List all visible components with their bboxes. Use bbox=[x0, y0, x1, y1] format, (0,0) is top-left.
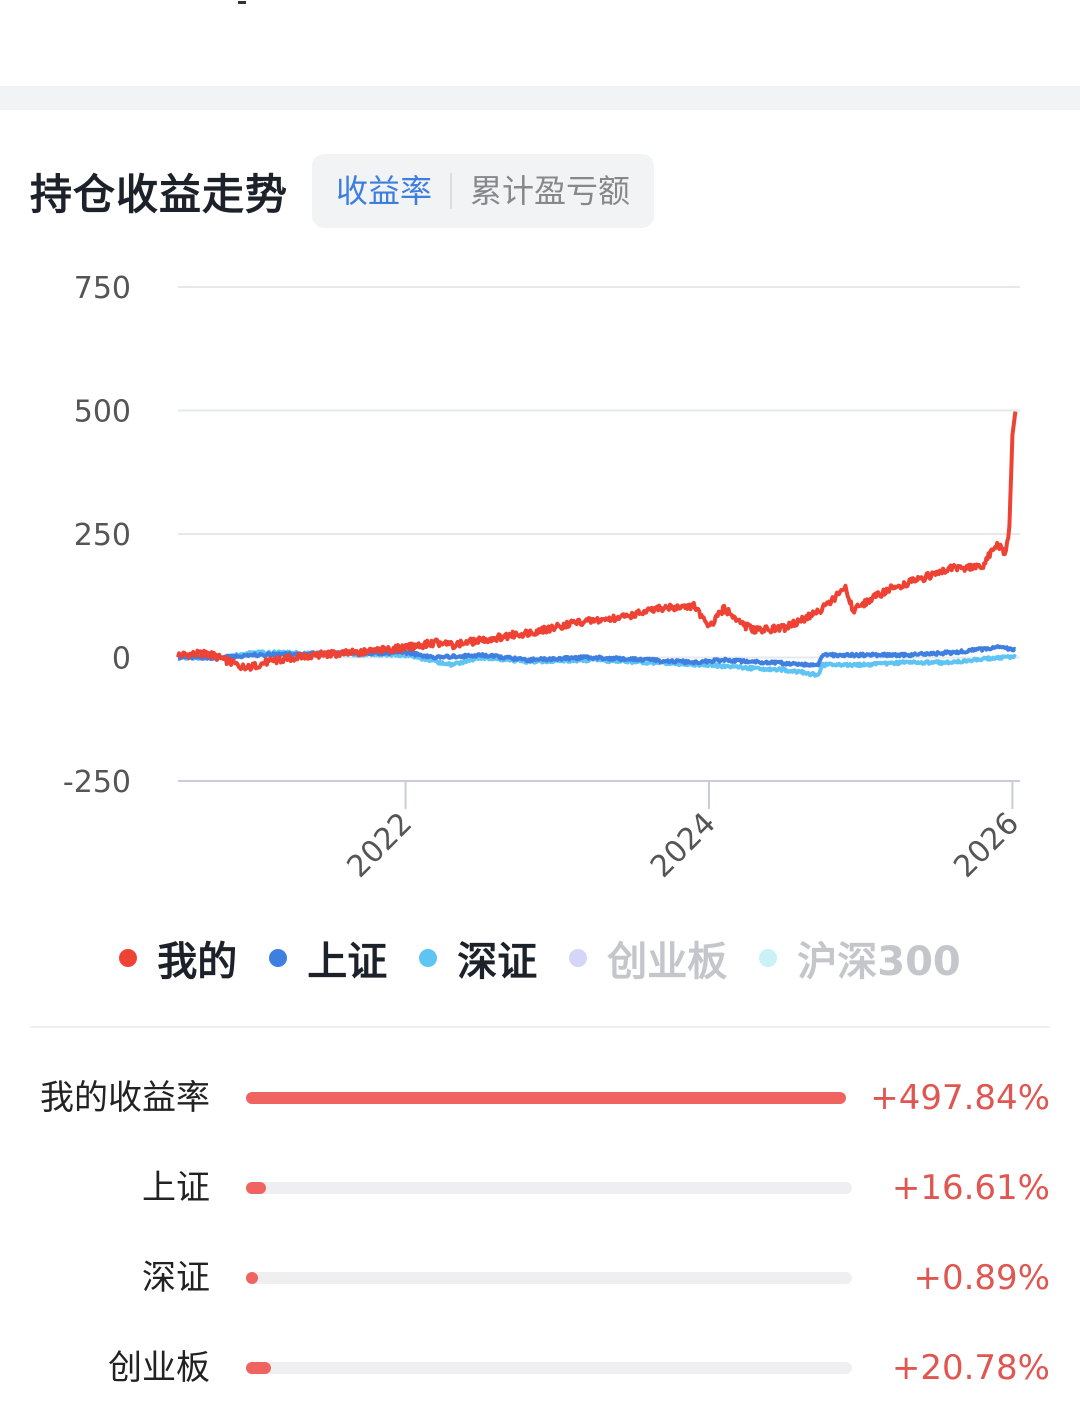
chart-svg: 750 500 250 0 -250 2022 2024 2026 bbox=[63, 271, 1026, 885]
return-bar-fill bbox=[246, 1182, 267, 1194]
return-row-shanghai: 上证 +16.61% bbox=[0, 1158, 1080, 1218]
return-row-shenzhen: 深证 +0.89% bbox=[0, 1248, 1080, 1308]
return-value: +16.61% bbox=[891, 1168, 1050, 1208]
legend-dot bbox=[569, 949, 588, 967]
return-bar-track bbox=[246, 1362, 852, 1374]
x-tick-label: 2024 bbox=[644, 806, 723, 885]
return-trend-chart: 750 500 250 0 -250 2022 2024 2026 bbox=[0, 240, 1080, 920]
toggle-separator bbox=[450, 173, 453, 209]
legend-item-mine[interactable]: 我的 bbox=[119, 929, 237, 987]
y-tick-label: 0 bbox=[112, 642, 131, 677]
legend-dot bbox=[269, 949, 288, 967]
return-bar-fill bbox=[246, 1272, 258, 1284]
section-header: 持仓收益走势 收益率 累计盈亏额 bbox=[30, 154, 655, 228]
legend-label: 上证 bbox=[307, 939, 388, 985]
return-label: 我的收益率 bbox=[40, 1078, 210, 1118]
legend-item-chinext[interactable]: 创业板 bbox=[569, 929, 727, 987]
legend-dot bbox=[119, 949, 138, 967]
legend-label: 我的 bbox=[157, 939, 238, 985]
return-row-chinext: 创业板 +20.78% bbox=[0, 1338, 1080, 1398]
y-tick-label: -250 bbox=[63, 765, 131, 800]
top-strip bbox=[0, 0, 1080, 86]
return-label: 深证 bbox=[142, 1258, 210, 1298]
chart-legend: 我的 上证 深证 创业板 沪深300 bbox=[0, 928, 1080, 988]
return-bar-fill bbox=[246, 1362, 272, 1374]
return-label: 上证 bbox=[142, 1168, 210, 1208]
legend-item-shanghai[interactable]: 上证 bbox=[269, 929, 387, 987]
return-value: +20.78% bbox=[891, 1348, 1050, 1388]
tab-cumulative-pnl[interactable]: 累计盈亏额 bbox=[470, 172, 631, 210]
return-value: +0.89% bbox=[913, 1258, 1051, 1298]
x-tick-label: 2022 bbox=[340, 806, 419, 885]
y-tick-label: 500 bbox=[74, 395, 131, 430]
series-line-我的 bbox=[176, 411, 1018, 672]
y-tick-label: 250 bbox=[74, 518, 131, 553]
return-bar-track bbox=[246, 1272, 852, 1284]
legend-item-csi300[interactable]: 沪深300 bbox=[759, 929, 961, 987]
return-bar-fill bbox=[246, 1092, 846, 1104]
return-label: 创业板 bbox=[108, 1348, 210, 1388]
metric-toggle: 收益率 累计盈亏额 bbox=[312, 154, 655, 228]
return-row-mine: 我的收益率 +497.84% bbox=[0, 1068, 1080, 1128]
legend-dot bbox=[419, 949, 438, 967]
section-title: 持仓收益走势 bbox=[30, 169, 289, 219]
return-value: +497.84% bbox=[870, 1078, 1050, 1118]
return-bar-track bbox=[246, 1182, 852, 1194]
divider-line bbox=[30, 1026, 1050, 1028]
x-tick-label: 2026 bbox=[947, 806, 1026, 885]
return-bar-track bbox=[246, 1092, 852, 1104]
legend-label: 创业板 bbox=[607, 939, 728, 985]
legend-label: 深证 bbox=[457, 939, 538, 985]
tab-return-rate[interactable]: 收益率 bbox=[336, 172, 433, 210]
section-divider bbox=[0, 86, 1080, 110]
legend-dot bbox=[759, 949, 778, 967]
clipped-text-fragment bbox=[238, 0, 246, 4]
legend-item-shenzhen[interactable]: 深证 bbox=[419, 929, 537, 987]
y-tick-label: 750 bbox=[74, 271, 131, 306]
legend-label: 沪深300 bbox=[797, 939, 961, 985]
